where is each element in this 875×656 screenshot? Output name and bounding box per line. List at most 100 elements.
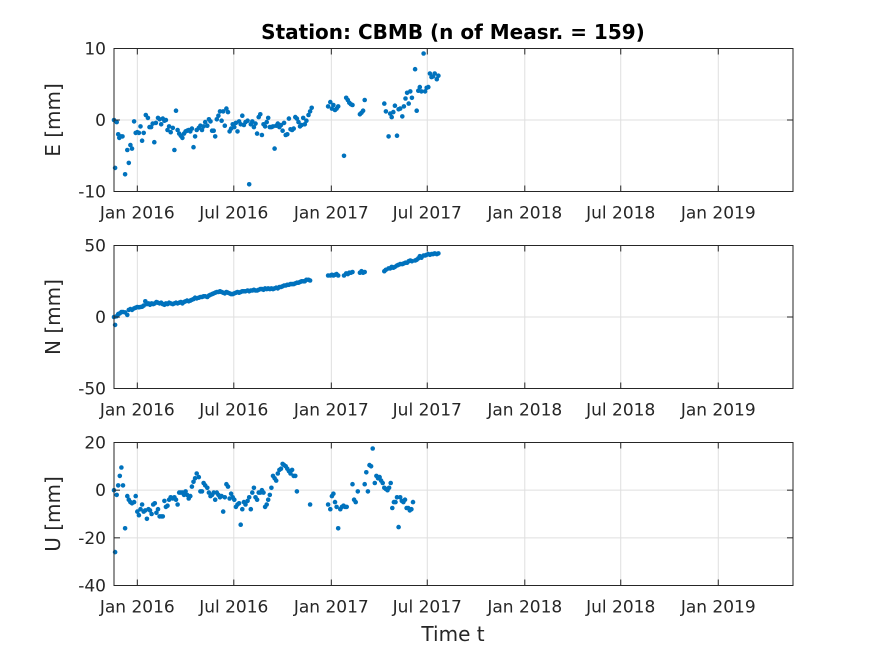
up-data-point: [264, 502, 270, 507]
east-data-point: [224, 106, 229, 111]
east-data-point: [220, 109, 226, 114]
up-data-point: [332, 499, 338, 505]
up-data-point: [220, 509, 226, 514]
up-data-point: [350, 481, 355, 487]
east-data-point: [211, 128, 216, 133]
up-data-point: [115, 483, 121, 488]
up-data-point: [173, 497, 179, 503]
east-data-point: [427, 71, 433, 76]
east-data-point: [426, 84, 431, 90]
up-data-point: [122, 526, 128, 531]
up-data-point: [243, 502, 248, 507]
east-data-point: [250, 119, 255, 124]
up-x-tick-label: Jul 2018: [585, 598, 655, 618]
up-data-point: [353, 499, 359, 505]
east-data-point: [296, 119, 301, 125]
east-x-tick-label: Jul 2017: [392, 204, 462, 224]
up-axes-frame: [113, 442, 794, 586]
east-data-point: [139, 138, 145, 143]
east-data-point: [414, 108, 420, 113]
east-x-tick-label: Jan 2018: [486, 204, 562, 224]
east-data-point: [409, 95, 415, 101]
up-data-point: [388, 480, 394, 486]
up-data-point: [119, 465, 124, 470]
north-data-point: [125, 312, 130, 318]
east-data-point: [383, 109, 389, 114]
east-data-point: [192, 134, 198, 139]
east-data-point: [419, 89, 424, 94]
up-data-point: [194, 471, 199, 476]
up-data-point: [251, 485, 257, 491]
east-data-point: [212, 134, 218, 139]
east-data-point: [294, 116, 300, 121]
east-data-point: [258, 112, 263, 117]
east-data-point: [401, 104, 407, 109]
east-data-point: [163, 117, 169, 123]
east-data-point: [262, 124, 268, 129]
north-x-tick-label: Jan 2018: [486, 401, 562, 421]
up-data-point: [365, 489, 371, 494]
up-data-point: [368, 464, 374, 469]
up-data-point: [120, 483, 126, 488]
east-data-point: [412, 66, 418, 72]
east-x-tick-label: Jul 2018: [585, 204, 655, 224]
up-data-point: [188, 493, 193, 499]
east-data-point: [168, 129, 173, 135]
east-data-point: [403, 96, 408, 101]
east-data-point: [232, 124, 237, 130]
north-x-tick-label: Jan 2016: [99, 401, 175, 421]
up-data-point: [225, 484, 231, 489]
up-data-point: [152, 501, 158, 506]
up-data-point: [117, 473, 123, 479]
up-data-point: [205, 485, 210, 491]
up-data-point: [289, 467, 295, 473]
east-data-point: [281, 120, 287, 126]
east-data-point: [406, 101, 412, 106]
east-data-point: [205, 123, 210, 128]
east-panel: Jan 2016 Jul 2016 Jan 2017 Jul 2017 Jan 2018…: [41, 40, 794, 224]
up-data-point: [112, 549, 118, 555]
north-y-tick-label: 50: [84, 237, 106, 257]
east-x-tick-label: Jan 2019: [680, 204, 756, 224]
east-data-point: [251, 124, 257, 130]
x-axis-label: Time t: [420, 622, 484, 646]
up-data-point: [175, 502, 180, 507]
east-data-point: [436, 73, 441, 78]
north-y-label: N [mm]: [41, 279, 65, 355]
north-data-point: [335, 273, 341, 278]
north-data-point: [362, 269, 368, 275]
east-data-point: [222, 123, 228, 128]
east-y-label: E [mm]: [41, 83, 65, 157]
up-data-point: [138, 506, 143, 512]
up-x-tick-label: Jan 2017: [293, 598, 369, 618]
up-data-point: [114, 492, 119, 498]
east-data-point: [214, 117, 220, 122]
east-data-point: [259, 132, 265, 138]
east-data-point: [122, 172, 128, 177]
up-data-point: [254, 497, 260, 503]
up-data-point: [372, 480, 378, 486]
east-data-point: [417, 84, 423, 90]
east-data-point: [309, 105, 315, 111]
up-data-point: [165, 503, 170, 509]
up-data-point: [335, 526, 341, 531]
east-data-point: [264, 119, 270, 125]
north-data-point: [307, 278, 313, 283]
up-data-point: [192, 476, 198, 481]
up-data-point: [402, 497, 408, 503]
up-data-point: [248, 506, 254, 512]
up-data-point: [288, 471, 293, 476]
east-data-point: [272, 146, 277, 151]
east-y-tick-label: -10: [78, 183, 106, 203]
up-data-point: [232, 497, 237, 503]
up-data-point: [222, 495, 228, 500]
east-data-point: [265, 115, 271, 121]
east-data-point: [285, 132, 290, 137]
east-data-point: [180, 135, 185, 141]
up-data-point: [325, 502, 331, 507]
east-data-point: [246, 182, 252, 187]
east-data-point: [291, 126, 297, 131]
north-x-tick-label: Jan 2019: [680, 401, 756, 421]
east-data-point: [235, 129, 240, 134]
